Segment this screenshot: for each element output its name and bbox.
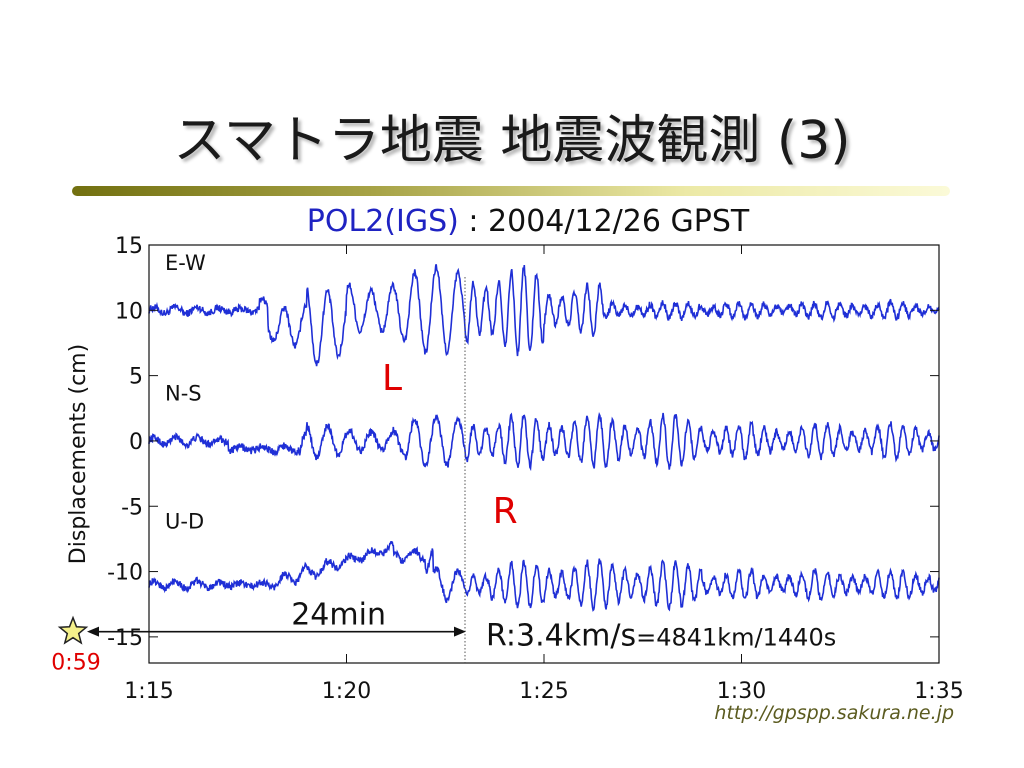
tick-layer: [148, 244, 940, 663]
y-tick-label: 15: [115, 234, 143, 259]
x-tick-label: 1:30: [717, 679, 766, 704]
x-tick-label: 1:35: [914, 679, 963, 704]
station-name: POL2(IGS): [306, 204, 459, 239]
component-label-ns: N-S: [165, 381, 202, 405]
y-tick-label: 0: [129, 430, 143, 455]
origin-star-icon: [57, 615, 89, 645]
interval-label: 24min: [291, 598, 386, 633]
love-wave-label: L: [382, 358, 402, 399]
source-credit: http://gpspp.sakura.ne.jp: [714, 702, 954, 724]
y-axis-label: Displacements (cm): [66, 344, 91, 564]
x-tick-label: 1:25: [519, 679, 568, 704]
y-tick-label: -10: [107, 561, 143, 586]
slide-title: スマトラ地震 地震波観測 (3): [173, 111, 851, 171]
arrowhead-right-icon: [454, 626, 466, 637]
speed-label-calc: =4841km/1440s: [636, 624, 836, 652]
y-tick-label: 10: [115, 299, 143, 324]
chart-subtitle: POL2(IGS) : 2004/12/26 GPST: [0, 204, 1024, 239]
y-tick-label: 5: [129, 365, 143, 390]
speed-label: R:3.4km/s=4841km/1440s: [486, 619, 836, 654]
tick-label-layer: 15 10 5 0 -5 -10 -15 1:15 1:20 1:25 1:30 1:35: [107, 234, 964, 704]
trace-ns: [148, 412, 940, 472]
component-label-ud: U-D: [165, 509, 204, 533]
title-rule: [72, 186, 950, 196]
y-tick-label: -5: [121, 495, 143, 520]
arrowhead-left-icon: [87, 626, 99, 637]
trace-ew: [148, 264, 940, 367]
x-tick-label: 1:15: [124, 679, 173, 704]
origin-time-label: 0:59: [51, 651, 100, 676]
traces-layer: [148, 264, 940, 612]
rayleigh-wave-label: R: [493, 491, 518, 532]
y-tick-label: -15: [107, 626, 143, 651]
trace-ud: [148, 541, 940, 612]
component-label-ew: E-W: [165, 251, 206, 275]
subtitle-date: : 2004/12/26 GPST: [458, 204, 750, 239]
x-tick-label: 1:20: [322, 679, 371, 704]
speed-label-main: R:3.4km/s: [486, 619, 636, 654]
